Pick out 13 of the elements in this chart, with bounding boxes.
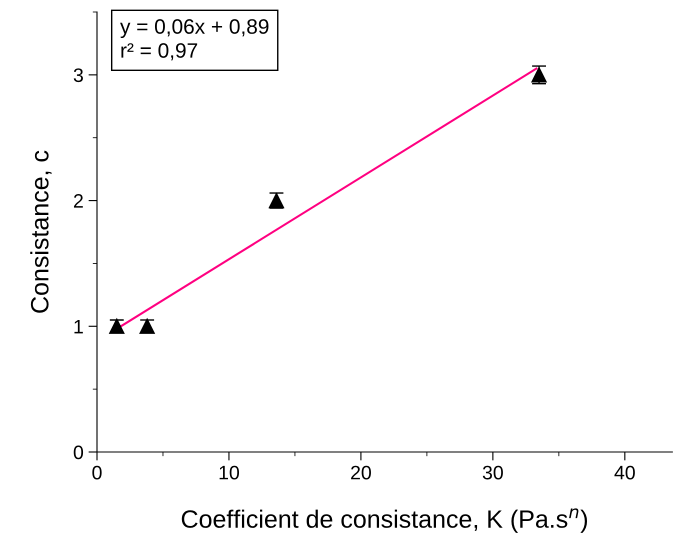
y-tick-label: 0 xyxy=(74,445,84,460)
x-tick-label: 30 xyxy=(482,466,503,480)
y-tick-label: 2 xyxy=(74,194,83,208)
annotation: r² = 0,97 xyxy=(121,43,198,60)
y-tick-label: 3 xyxy=(74,68,83,82)
x-tick-label: 20 xyxy=(351,466,371,480)
x-tick-label: 40 xyxy=(614,466,635,480)
y-tick-label: 1 xyxy=(74,320,83,334)
x-tick-label: 0 xyxy=(92,466,102,480)
x-tick-label: 10 xyxy=(220,466,240,480)
x-axis-title: Coefficient de consistance, K (Pa.s$^{n}$) xyxy=(182,508,588,533)
y-axis-title: Consistance, c xyxy=(30,150,52,313)
annotation: y = 0,06x + 0,89 xyxy=(120,19,268,38)
